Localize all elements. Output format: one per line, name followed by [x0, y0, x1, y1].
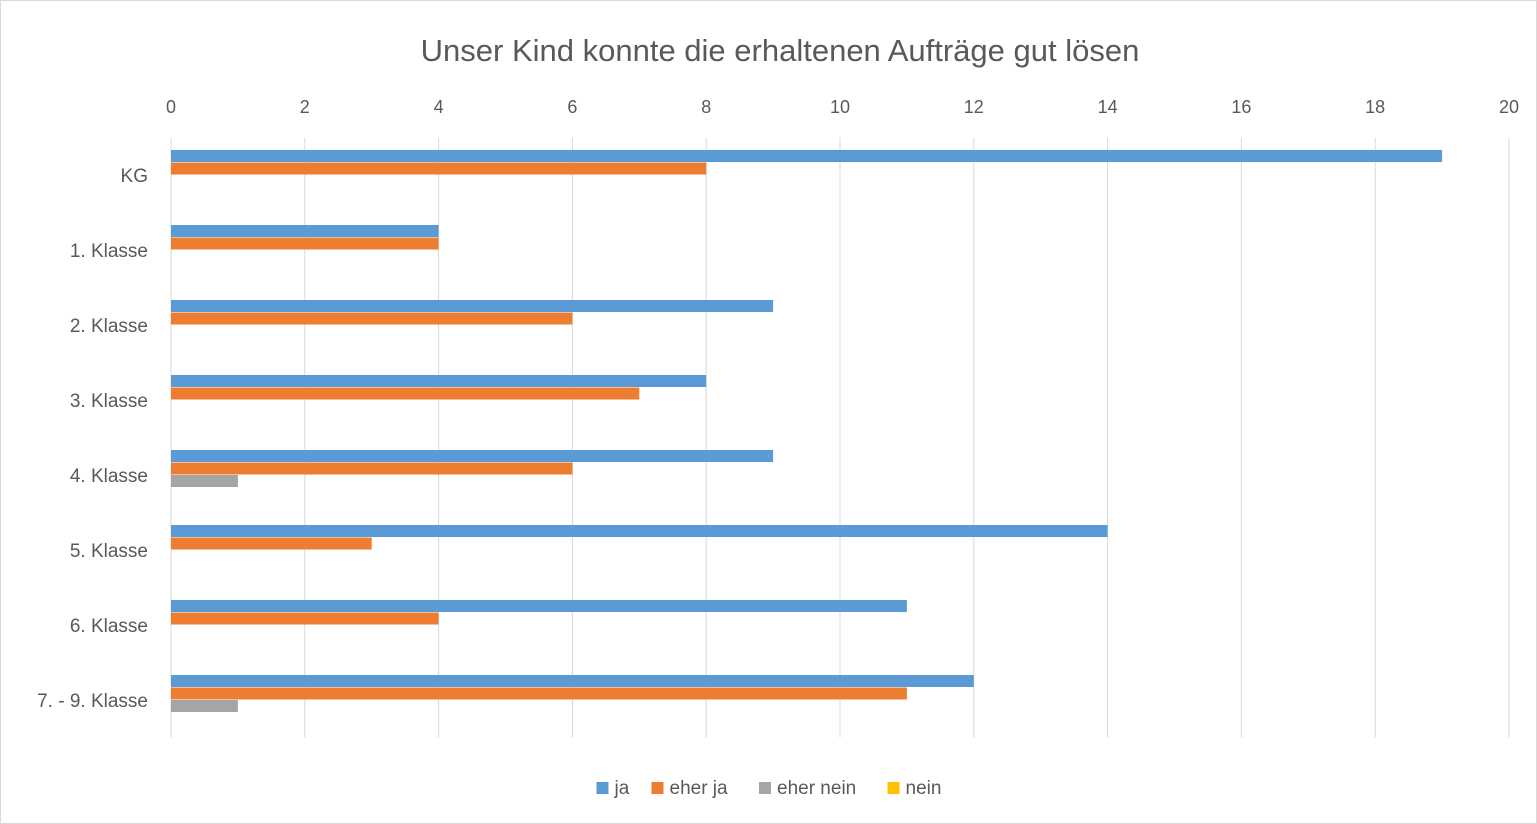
bar [171, 675, 974, 687]
bar [171, 612, 439, 625]
x-tick-label: 12 [964, 97, 984, 117]
chart-title: Unser Kind konnte die erhaltenen Aufträg… [421, 33, 1140, 68]
legend-swatch [651, 782, 664, 794]
legend-label: eher nein [777, 778, 856, 799]
bar [171, 162, 707, 175]
x-tick-label: 8 [701, 97, 711, 117]
x-tick-label: 6 [567, 97, 577, 117]
legend-label: nein [906, 778, 942, 799]
bar [171, 475, 238, 487]
y-tick-label: 6. Klasse [70, 616, 148, 637]
bar [171, 375, 707, 387]
y-tick-label: KG [121, 166, 148, 187]
bar [171, 225, 439, 237]
bar [171, 462, 573, 475]
x-tick-label: 14 [1098, 97, 1118, 117]
y-tick-label: 5. Klasse [70, 541, 148, 562]
legend-label: ja [614, 778, 630, 799]
legend-label: eher ja [670, 778, 729, 799]
y-tick-label: 2. Klasse [70, 316, 148, 337]
y-tick-label: 1. Klasse [70, 241, 148, 262]
bar [171, 700, 238, 712]
x-tick-label: 20 [1499, 97, 1519, 117]
x-tick-label: 10 [830, 97, 850, 117]
bar [171, 150, 1443, 162]
x-tick-label: 16 [1231, 97, 1251, 117]
y-tick-label: 3. Klasse [70, 391, 148, 412]
bar [171, 537, 372, 550]
x-tick-label: 2 [300, 97, 310, 117]
bar [171, 600, 907, 612]
bar [171, 237, 439, 250]
legend-swatch [596, 782, 609, 794]
y-tick-label: 4. Klasse [70, 466, 148, 487]
bar [171, 450, 774, 462]
x-tick-label: 0 [166, 97, 176, 117]
bar [171, 525, 1108, 537]
legend-swatch [759, 782, 771, 794]
x-tick-label: 18 [1365, 97, 1385, 117]
y-tick-label: 7. - 9. Klasse [37, 691, 148, 712]
bar [171, 300, 774, 312]
bar [171, 312, 573, 325]
bar [171, 687, 907, 700]
x-tick-label: 4 [434, 97, 444, 117]
legend-swatch [887, 782, 900, 794]
bar [171, 387, 640, 400]
